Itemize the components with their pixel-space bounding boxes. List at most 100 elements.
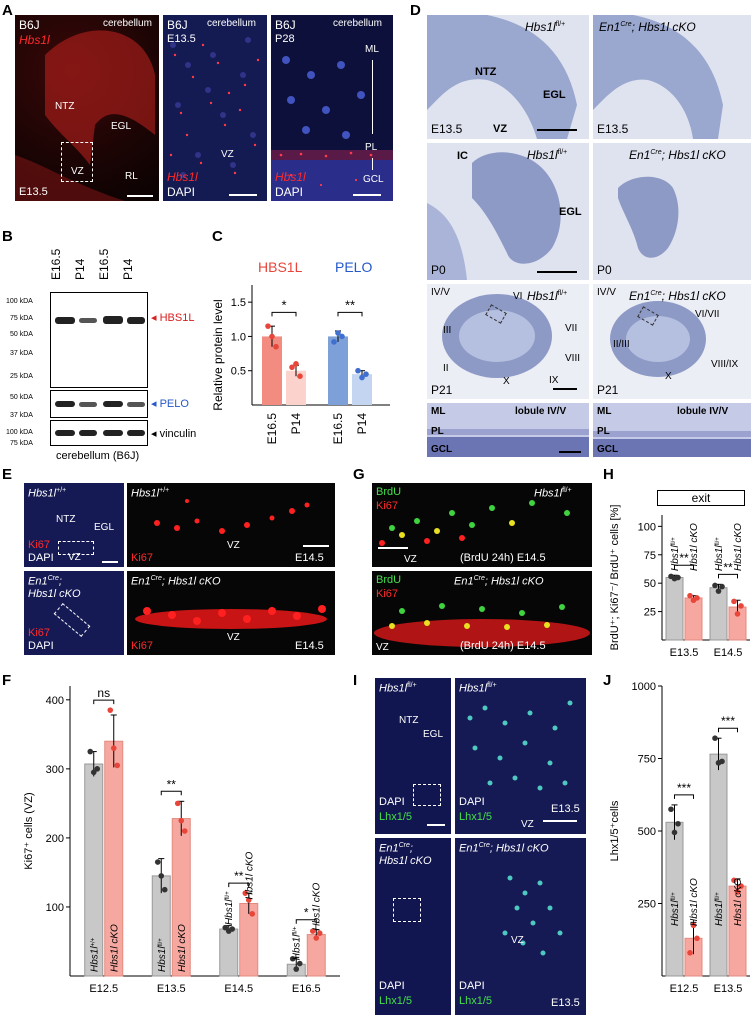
panel-label-h: H (603, 466, 614, 483)
genotype-label: Hbs1lfl/+ (292, 926, 303, 960)
y-axis-label: Ki67⁺ cells (VZ) (23, 792, 35, 869)
band (55, 430, 75, 436)
genotype-label: En1Cre; Hbs1l cKO (599, 20, 696, 34)
data-point (229, 926, 236, 932)
lobule-label: VIII/IX (711, 359, 739, 370)
data-point (90, 769, 97, 776)
y-axis-label: Relative protein level (211, 299, 225, 410)
histology-shape (618, 176, 679, 258)
genotype-label: Hbs1l+/+ (28, 487, 67, 500)
stage-label: P0 (431, 263, 446, 277)
genotype-label: Hbs1l cKO (109, 924, 120, 972)
data-point (249, 911, 256, 917)
e-cko-overview: En1Cre; Hbs1l cKO Ki67 DAPI (24, 571, 124, 655)
data-point (694, 935, 700, 942)
e-ctrl-ki67-image: Hbs1l+/+ VZ Ki67 E14.5 (127, 483, 335, 567)
pelo-blot (50, 390, 148, 418)
significance-bracket (295, 919, 317, 924)
band (127, 430, 145, 436)
stage-label: E13.5 (551, 997, 580, 1009)
hbs1l-blot (50, 292, 148, 388)
genotype-label: En1Cre; Hbs1l cKO (454, 575, 544, 588)
genotype-label: Hbs1lfl/+ (459, 682, 497, 695)
x-tick-label: P14 (355, 413, 369, 435)
y-tick-label: 100 (638, 521, 656, 533)
significance-bracket (718, 727, 738, 733)
genotype-label: Hbs1l cKO (244, 851, 255, 899)
lhx-label: Lhx1/5 (379, 995, 413, 1007)
y-axis-label: Lhx1/5⁺cells (609, 800, 621, 861)
dapi-label: DAPI (459, 980, 485, 992)
significance-bracket (228, 882, 250, 888)
e-ctrl-overview: Hbs1l+/+ NTZ EGL Ki67 DAPI VZ (24, 483, 124, 567)
data-point (335, 330, 341, 336)
significance-bracket (337, 311, 363, 317)
genotype-label: En1Cre; Hbs1l cKO (629, 148, 726, 162)
lane-label: E16.5 (97, 248, 111, 280)
bar (328, 336, 348, 405)
chart-h: 25 50 75 100 BrdU⁺; Ki67⁻/ BrdU⁺ cells [%] Hb… (609, 505, 750, 659)
region-label: cerebellum (103, 18, 152, 29)
lobule-label: IV/V (431, 287, 450, 298)
data-point (734, 889, 741, 895)
data-point (114, 762, 121, 769)
ki67-label: Ki67 (131, 640, 154, 652)
genotype-label: Hbs1lfl/+ (157, 938, 168, 972)
stage-label: P21 (431, 383, 453, 397)
vz-label: VZ (493, 123, 508, 135)
ml-label: ML (365, 44, 379, 55)
data-point (158, 873, 165, 879)
dapi-label: DAPI (28, 552, 54, 564)
lobule-label: IX (549, 375, 559, 386)
genotype-label: Hbs1lfl/+ (714, 537, 725, 571)
x-tick-label: E16.5 (265, 413, 279, 445)
data-point (289, 364, 295, 371)
y-tick-label: 250 (638, 899, 656, 911)
lane-label: P14 (121, 258, 135, 280)
data-point (269, 333, 275, 340)
mw-label: 50 kDA (10, 331, 33, 338)
vz-label: VZ (521, 819, 534, 830)
band (103, 316, 123, 324)
x-tick-label: E16.5 (331, 413, 345, 445)
significance-bracket (674, 794, 694, 799)
ml-label: ML (431, 406, 446, 417)
ki67-label: Ki67 (376, 500, 399, 512)
lhx-label: Lhx1/5 (459, 995, 493, 1007)
lobule-label: II (443, 363, 449, 374)
region-label: cerebellum (333, 18, 382, 29)
panel-label-e: E (2, 466, 13, 483)
bar (262, 336, 282, 405)
ic-label: IC (457, 150, 468, 162)
d-e13-cko-image: En1Cre; Hbs1l cKO E13.5 (593, 15, 751, 139)
scale-bar (553, 388, 577, 390)
pl-label: PL (365, 142, 378, 153)
vz-label: VZ (68, 552, 81, 563)
lhx-label: Lhx1/5 (459, 811, 493, 823)
i-cko-zoom: En1Cre; Hbs1l cKO VZ DAPI Lhx1/5 E13.5 (455, 838, 586, 1015)
inset-box (413, 784, 441, 806)
histology-shape (427, 152, 561, 280)
data-point (316, 930, 323, 936)
genotype-label: Hbs1l cKO (689, 878, 700, 926)
d-lobule-ctrl-image: ML lobule IV/V PL GCL (427, 403, 589, 457)
brdu-ki67-dots (379, 500, 570, 546)
y-tick-label: 500 (638, 826, 656, 838)
significance-bracket (271, 311, 297, 317)
band (127, 317, 145, 324)
data-point (687, 950, 693, 956)
data-point (355, 367, 361, 374)
panel-a-overview-image: B6J Hbs1l cerebellum NTZ EGL VZ RL E13.5 (15, 15, 159, 201)
data-point (694, 595, 700, 601)
egl-label: EGL (423, 729, 444, 740)
scale-bar (229, 194, 257, 196)
vz-label: VZ (221, 149, 234, 160)
mw-label: 50 kDA (10, 394, 33, 401)
significance-label: * (281, 297, 286, 312)
data-point (668, 806, 674, 813)
pl-label: PL (597, 426, 610, 437)
lhx-label: Lhx1/5 (379, 811, 413, 823)
exit-header: exit (691, 491, 711, 505)
lhx-dots (502, 875, 563, 956)
lobule-label: VI (513, 291, 523, 302)
